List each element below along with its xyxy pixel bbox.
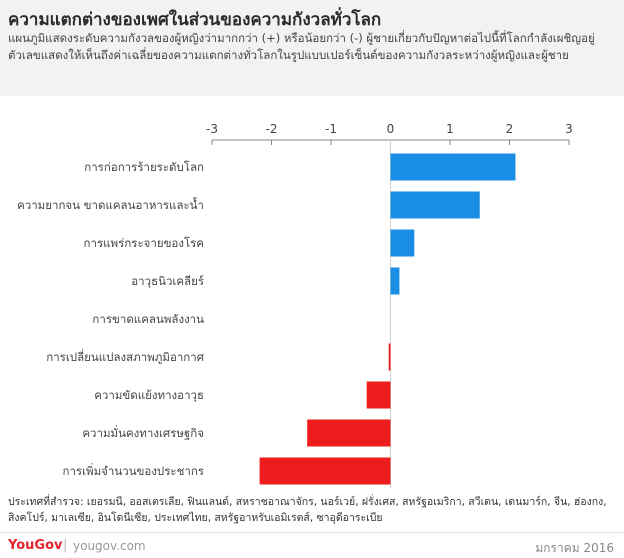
category-label-3: อาวุธนิวเคลียร์: [131, 274, 204, 288]
chart-subtitle: แผนภูมิแสดงระดับความกังวลของผู้หญิงว่ามา…: [8, 31, 595, 62]
chart-title: ความแตกต่างของเพศในส่วนของความกังวลทั่วโ…: [8, 10, 382, 30]
x-tick-label-1: -2: [266, 122, 278, 136]
category-label-4: การขาดแคลนพลังงาน: [92, 312, 204, 326]
category-label-0: การก่อการร้ายระดับโลก: [84, 160, 204, 174]
logo-separator: |: [63, 538, 68, 553]
x-tick-label-6: 3: [565, 122, 573, 136]
bar-8: [259, 457, 391, 485]
publish-date: มกราคม 2016: [535, 541, 614, 555]
bar-2: [390, 229, 415, 257]
footer-divider: [0, 532, 624, 533]
bar-0: [390, 153, 516, 181]
x-tick-label-2: -1: [325, 122, 337, 136]
bar-7: [307, 419, 391, 447]
site-link[interactable]: yougov.com: [73, 539, 146, 553]
footnote-countries: ประเทศที่สำรวจ: เยอรมนี, ออสเตรเลีย, ฟิน…: [8, 496, 607, 524]
bar-5: [388, 343, 391, 371]
category-label-6: ความขัดแย้งทางอาวุธ: [94, 388, 204, 402]
category-label-7: ความมั่นคงทางเศรษฐกิจ: [82, 425, 204, 440]
category-label-5: การเปลี่ยนแปลงสภาพภูมิอากาศ: [46, 349, 204, 364]
bar-3: [390, 267, 400, 295]
yougov-logo[interactable]: YouGov: [8, 538, 63, 553]
category-label-2: การแพร่กระจายของโรค: [84, 236, 204, 250]
bar-6: [366, 381, 391, 409]
bar-chart: -3 -2 -1 0 1 2 3 การก่อการร้ายระดับโลกความยากจน…: [17, 122, 573, 489]
category-label-1: ความยากจน ขาดแคลนอาหารและน้ำ: [17, 197, 204, 212]
x-tick-label-5: 2: [506, 122, 514, 136]
header-panel: ความแตกต่างของเพศในส่วนของความกังวลทั่วโ…: [0, 0, 624, 96]
x-tick-label-4: 1: [446, 122, 454, 136]
bar-1: [390, 191, 480, 219]
x-tick-label-0: -3: [206, 122, 218, 136]
x-tick-label-3: 0: [387, 122, 395, 136]
category-label-8: การเพิ่มจำนวนของประชากร: [62, 463, 204, 478]
